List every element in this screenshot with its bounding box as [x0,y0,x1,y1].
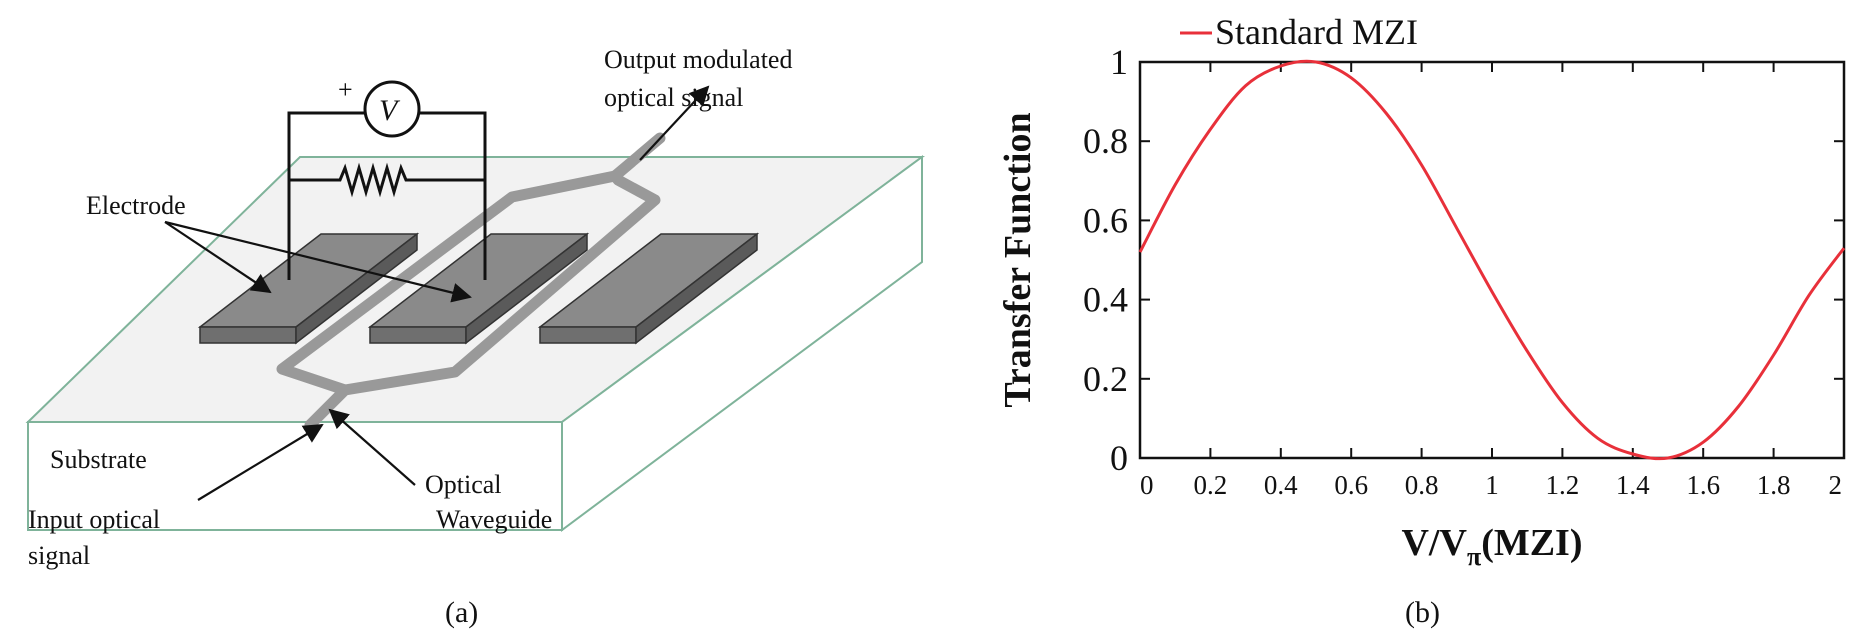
y-tick-label: 0 [1110,438,1128,478]
circuit-wire-right [420,111,487,280]
x-tick-label: 0.8 [1405,470,1439,500]
plot-frame [1138,60,1846,460]
circuit [287,80,487,280]
x-tick-label: 0.2 [1194,470,1228,500]
label-output-line2: optical signal [604,83,743,112]
arrow-output [639,85,710,161]
y-tick-label: 0.6 [1083,200,1128,240]
x-axis-ticks: 0 0.2 0.4 0.6 0.8 1 1.2 1.4 1.6 1.8 2 [1139,62,1845,500]
voltage-plus-sign: + [338,75,353,104]
x-axis-title-main: V/V [1401,522,1467,564]
x-tick-label: 1.2 [1546,470,1580,500]
caption-b: (b) [1405,596,1440,629]
x-tick-label: 0.4 [1264,470,1298,500]
y-tick-label: 1 [1110,42,1128,82]
waveguide-output-arm [609,132,666,182]
arrow-input [197,423,324,501]
x-tick-label: 1 [1485,470,1499,500]
legend-label-standard-mzi: Standard MZI [1215,12,1418,52]
resistor-branch [289,162,485,198]
x-tick-label: 1.8 [1757,470,1791,500]
arrow-electrode-center [164,220,472,303]
electrode-center [367,232,590,345]
y-tick-label: 0.2 [1083,359,1128,399]
label-waveguide-line2: Waveguide [436,505,552,534]
x-tick-label: 1.4 [1616,470,1650,500]
y-axis-ticks: 0 0.2 0.4 0.6 0.8 1 [1083,42,1844,478]
panel-b-transfer-function-chart: 0 0.2 0.4 0.6 0.8 1 0 0.2 0.4 0.6 0.8 1 1.2 1.4 1.6 1.… [997,12,1846,629]
caption-a: (a) [445,596,478,629]
x-axis-title: V/Vπ(MZI) [1401,522,1582,571]
label-electrode: Electrode [86,191,186,220]
substrate-side-face [561,155,923,532]
x-tick-label: 1.6 [1686,470,1720,500]
label-input-line2: signal [28,541,90,570]
x-axis-title-subscript: π [1467,542,1481,571]
annotation-arrows [164,85,710,501]
label-substrate: Substrate [50,445,147,474]
y-tick-label: 0.4 [1083,280,1128,320]
electrode-left [197,232,420,345]
x-tick-label: 0.6 [1334,470,1368,500]
x-tick-label: 0 [1140,470,1154,500]
arrow-electrode-left [164,221,272,294]
circuit-wire-left [287,111,365,280]
x-axis-title-tail: (MZI) [1481,522,1582,564]
x-tick-label: 2 [1829,470,1843,500]
arrow-waveguide [328,408,416,486]
voltage-source-label: V [379,94,401,127]
label-waveguide-line1: Optical [425,470,502,499]
label-output-line1: Output modulated [604,45,792,74]
series-line-standard-mzi [1138,59,1846,461]
electrode-right [537,232,760,345]
voltage-source-circle [363,80,421,138]
y-axis-title: Transfer Function [997,112,1039,407]
panel-a-device-diagram: + V Output modulated optical signal Elec… [25,45,926,629]
y-tick-label: 0.8 [1083,121,1128,161]
label-input-line1: Input optical [28,505,160,534]
